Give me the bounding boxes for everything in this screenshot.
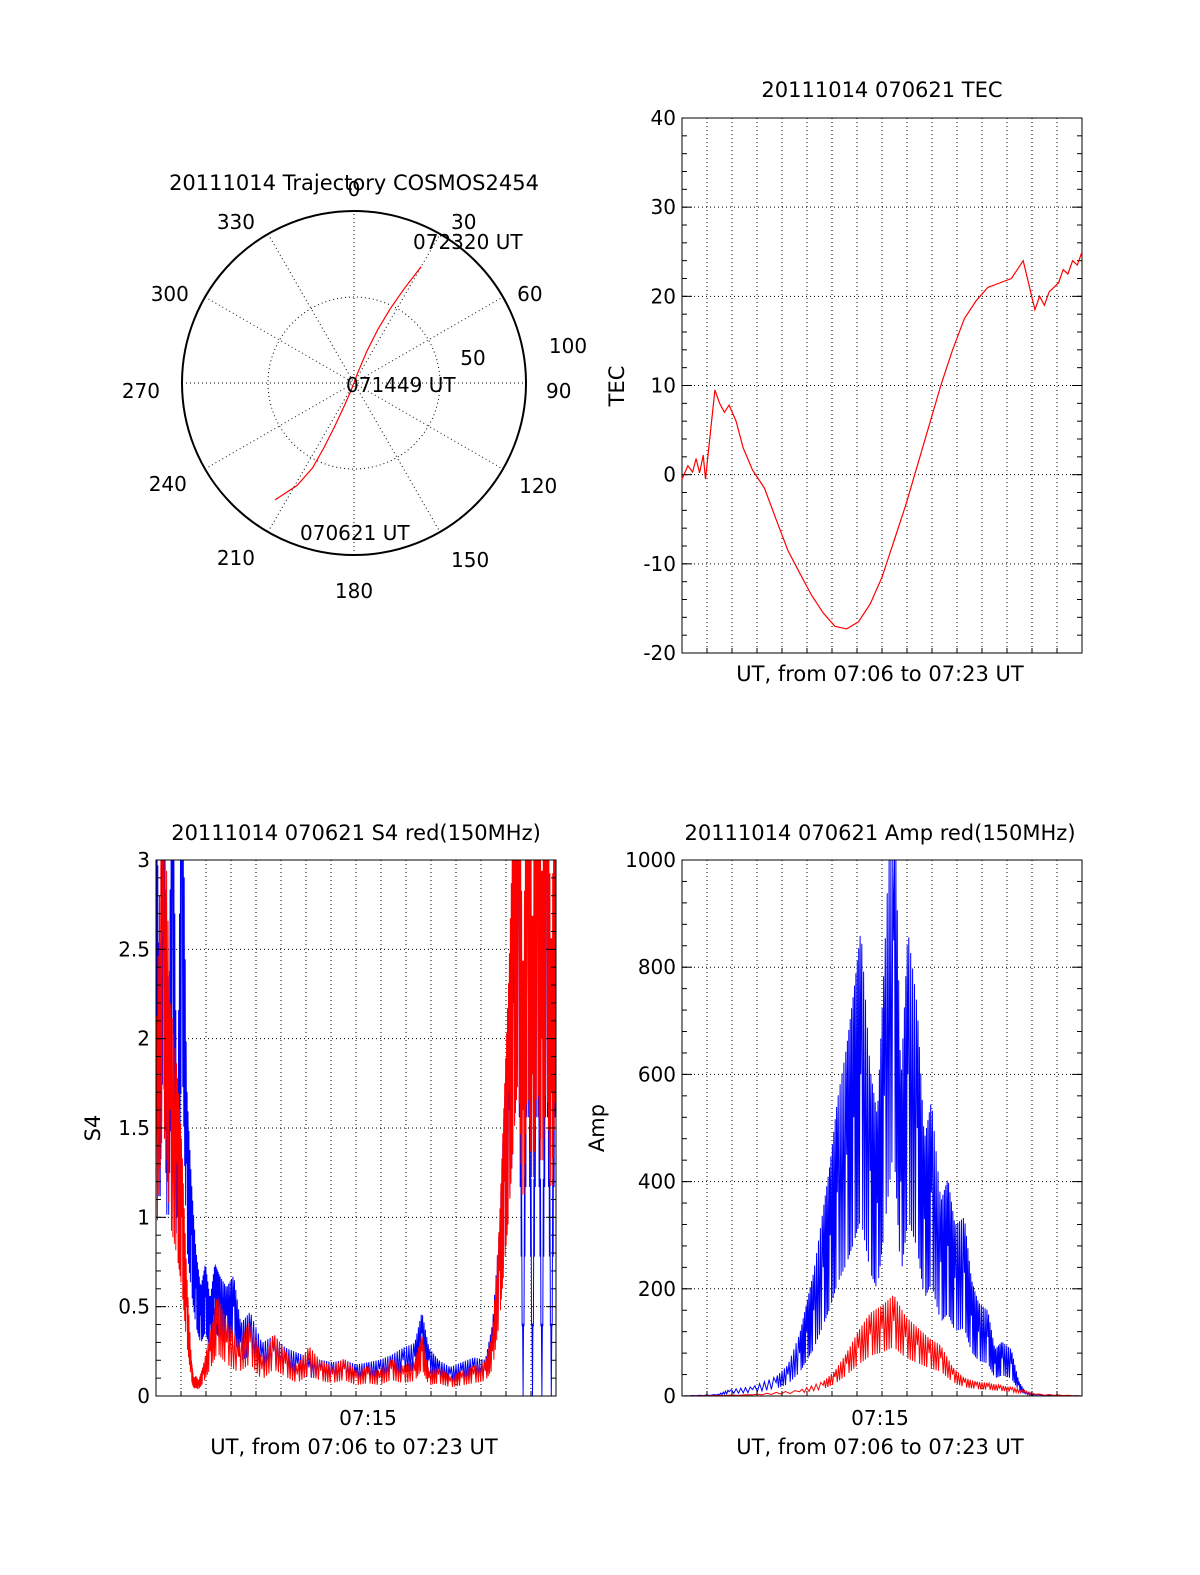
polar-radius-label-100: 100 xyxy=(549,334,587,358)
tec-title: 20111014 070621 TEC xyxy=(761,78,1002,102)
polar-azimuth-label-270: 270 xyxy=(122,379,160,403)
amp-ytick-label: 800 xyxy=(638,955,676,979)
polar-azimuth-label-90: 90 xyxy=(546,379,571,403)
tec-xlabel: UT, from 07:06 to 07:23 UT xyxy=(736,662,1024,686)
polar-azimuth-label-30: 30 xyxy=(451,210,476,234)
s4-panel: 20111014 070621 S4 red(150MHz) 0 0.5 1 1.5 2… xyxy=(81,821,557,1459)
amp-ytick-label: 600 xyxy=(638,1062,676,1086)
polar-radius-label-50: 50 xyxy=(460,346,485,370)
tec-series-line xyxy=(681,251,1083,630)
s4-ytick-label: 1 xyxy=(137,1205,150,1229)
tec-ytick-label: 20 xyxy=(651,284,676,308)
amp-ylabel: Amp xyxy=(585,1104,609,1152)
trajectory-title: 20111014 Trajectory COSMOS2454 xyxy=(169,171,539,195)
polar-ring-50 xyxy=(267,296,441,470)
tec-y-ticks: -20 -10 0 10 20 30 40 xyxy=(643,106,1082,665)
tec-ylabel: TEC xyxy=(605,366,629,408)
amp-ytick-label: 400 xyxy=(638,1170,676,1194)
tec-grid xyxy=(682,118,1082,653)
polar-azimuth-label-240: 240 xyxy=(149,472,187,496)
tec-ytick-label: 10 xyxy=(651,374,676,398)
polar-azimuth-label-300: 300 xyxy=(151,282,189,306)
amp-ytick-label: 0 xyxy=(663,1384,676,1408)
amp-title: 20111014 070621 Amp red(150MHz) xyxy=(684,821,1075,845)
polar-outer-circle xyxy=(181,210,527,556)
polar-azimuth-label-180: 180 xyxy=(335,579,373,603)
trajectory-series-line xyxy=(274,266,422,501)
s4-series-red-line xyxy=(155,859,556,1390)
s4-ytick-label: 2.5 xyxy=(118,937,150,961)
amp-series-red-line xyxy=(681,1295,1083,1397)
s4-ytick-label: 0 xyxy=(137,1384,150,1408)
amp-panel: 20111014 070621 Amp red(150MHz) 0 200 400 6… xyxy=(585,821,1083,1459)
tec-panel: 20111014 070621 TEC -20 -10 0 10 20 30 40 UT, … xyxy=(605,78,1083,686)
amp-y-ticks: 0 200 400 600 800 1000 xyxy=(625,848,1082,1408)
s4-ytick-label: 2 xyxy=(137,1027,150,1051)
polar-azimuth-label-120: 120 xyxy=(519,474,557,498)
tec-ytick-label: 30 xyxy=(651,195,676,219)
trajectory-end-label: 072320 UT xyxy=(413,230,523,254)
polar-azimuth-label-330: 330 xyxy=(217,210,255,234)
polar-azimuth-labels: 0 30 60 90 120 150 180 210 240 270 300 330 xyxy=(122,177,572,603)
s4-ytick-label: 1.5 xyxy=(118,1116,150,1140)
s4-xtick-label: 07:15 xyxy=(339,1406,397,1430)
amp-ytick-label: 1000 xyxy=(625,848,676,872)
s4-xlabel: UT, from 07:06 to 07:23 UT xyxy=(210,1435,498,1459)
tec-ytick-label: -10 xyxy=(643,552,676,576)
s4-ylabel: S4 xyxy=(81,1115,105,1142)
polar-azimuth-label-150: 150 xyxy=(451,548,489,572)
polar-azimuth-label-0: 0 xyxy=(348,177,361,201)
trajectory-panel: 20111014 Trajectory COSMOS2454 0 30 60 90 12… xyxy=(122,171,587,603)
tec-ytick-label: -20 xyxy=(643,641,676,665)
tec-ytick-label: 40 xyxy=(651,106,676,130)
amp-ytick-label: 200 xyxy=(638,1277,676,1301)
s4-ytick-label: 3 xyxy=(137,848,150,872)
s4-y-ticks: 0 0.5 1 1.5 2 2.5 3 xyxy=(118,848,556,1408)
s4-ytick-label: 0.5 xyxy=(118,1295,150,1319)
trajectory-start-label: 070621 UT xyxy=(300,521,410,545)
amp-series-blue-line xyxy=(681,859,1083,1397)
polar-azimuth-label-60: 60 xyxy=(517,282,542,306)
amp-xtick-label: 07:15 xyxy=(851,1406,909,1430)
trajectory-mid-label: 071449 UT xyxy=(346,373,456,397)
amp-xlabel: UT, from 07:06 to 07:23 UT xyxy=(736,1435,1024,1459)
s4-title: 20111014 070621 S4 red(150MHz) xyxy=(171,821,541,845)
tec-ytick-label: 0 xyxy=(663,463,676,487)
polar-azimuth-label-210: 210 xyxy=(217,546,255,570)
